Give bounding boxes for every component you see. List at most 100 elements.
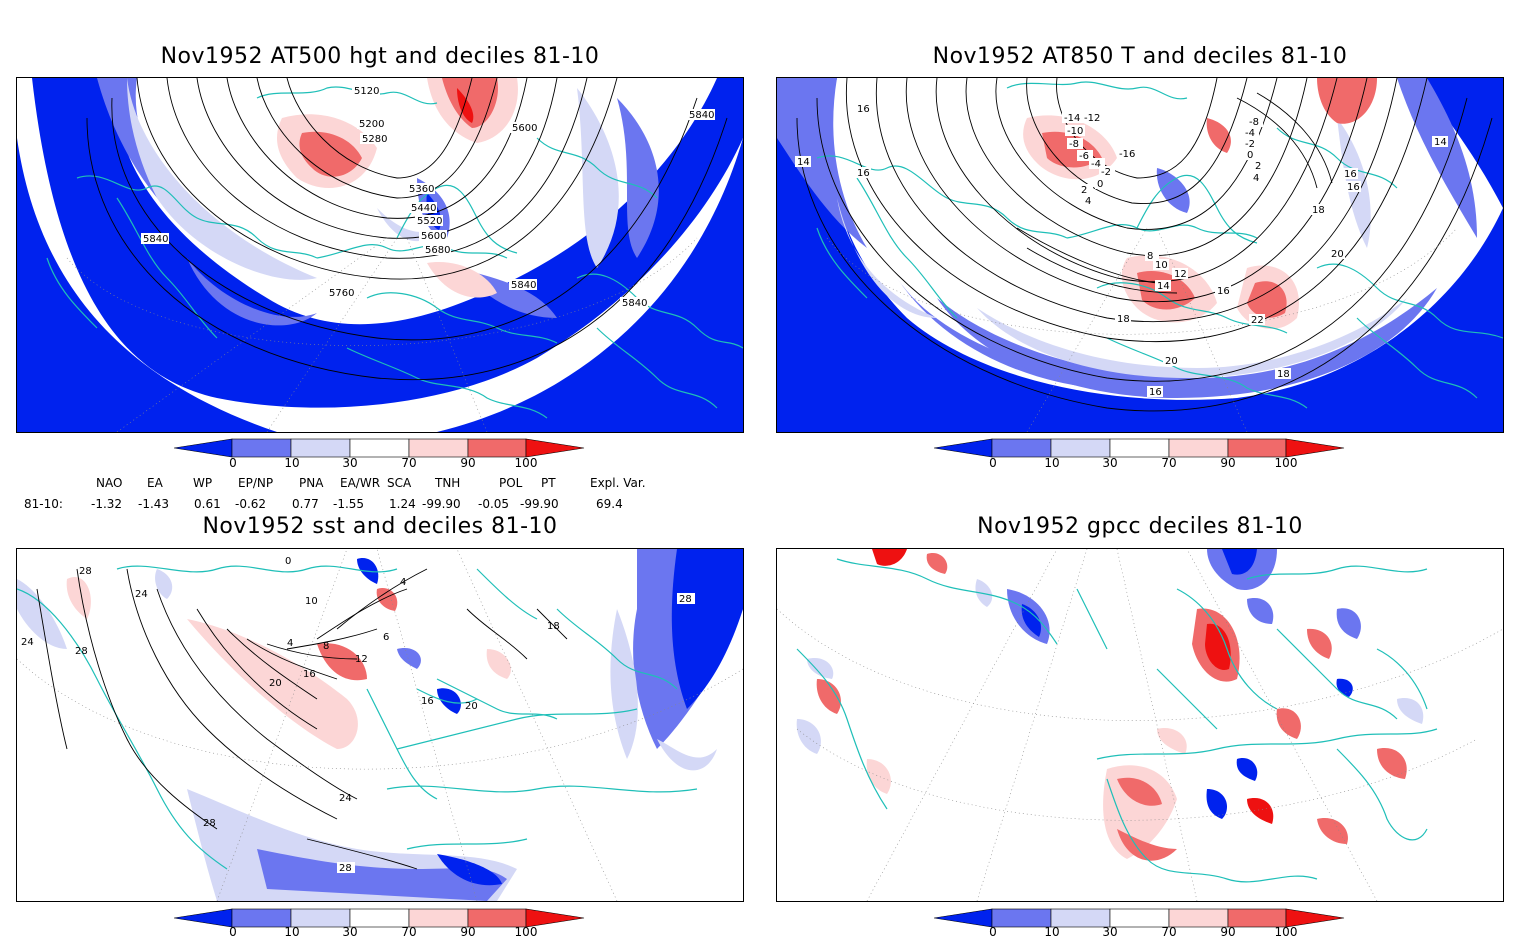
decile-region-low (32, 78, 743, 408)
contour-label: 4 (1253, 173, 1259, 184)
contour-label: -8 (1069, 139, 1079, 150)
colorbar-decile (934, 438, 1345, 458)
contour-label: 6 (383, 632, 389, 643)
contour-label: 18 (1277, 369, 1290, 380)
contour-label: 5680 (425, 245, 450, 256)
index-header: WP (193, 476, 213, 490)
colorbar-label: 90 (1220, 925, 1236, 939)
colorbar-label: 70 (401, 456, 417, 470)
contour-label: 8 (1147, 251, 1153, 262)
contour-label: -4 (1091, 159, 1101, 170)
contour-label: -8 (1249, 117, 1259, 128)
contour-label: 24 (339, 793, 352, 804)
contour-label: 5440 (411, 203, 436, 214)
contour-label: 16 (1217, 286, 1230, 297)
contour-label: 20 (269, 678, 282, 689)
contour-label: 5520 (417, 216, 442, 227)
contour-label: -6 (1079, 151, 1089, 162)
contour-label: 5840 (689, 110, 714, 121)
colorbar-label: 100 (514, 925, 538, 939)
index-value: -99.90 (520, 497, 559, 511)
index-value: -1.43 (138, 497, 170, 511)
contour-label: 12 (355, 654, 368, 665)
colorbar-label: 100 (1274, 456, 1298, 470)
contour-label: 5120 (354, 86, 379, 97)
contour-label: 0 (285, 556, 291, 567)
contour-label: -2 (1101, 167, 1111, 178)
contour-label: 18 (1312, 205, 1325, 216)
colorbar-label: 30 (1102, 925, 1118, 939)
contour-label: 20 (1165, 356, 1178, 367)
colorbar-label: 100 (514, 456, 538, 470)
contour-label: 18 (547, 621, 560, 632)
colorbar-label: 100 (1274, 925, 1298, 939)
contour-label: 20 (1331, 249, 1344, 260)
colorbar-decile (934, 908, 1345, 928)
contour-label: 16 (857, 104, 870, 115)
contour-label: 24 (135, 589, 148, 600)
colorbar-label: 10 (1044, 456, 1060, 470)
index-header: EA (147, 476, 163, 490)
colorbar-label: 10 (1044, 925, 1060, 939)
index-header: EP/NP (238, 476, 274, 490)
contour-label: -10 (1067, 126, 1083, 137)
contour-label: 4 (1085, 196, 1091, 207)
contour-label: 8 (323, 641, 329, 652)
contour-label: 20 (465, 701, 478, 712)
colorbar-decile (174, 438, 585, 458)
index-value: -99.90 (422, 497, 461, 511)
index-value: -1.32 (91, 497, 123, 511)
contour-label: 0 (1247, 150, 1253, 161)
index-value: 69.4 (596, 497, 623, 511)
index-row-label: 81-10: (24, 497, 63, 511)
contour-label: 5600 (421, 231, 446, 242)
contour-label: 5840 (622, 298, 647, 309)
contour-label: -2 (1245, 139, 1255, 150)
colorbar-label: 90 (460, 456, 476, 470)
map-at850-temperature: 16 14 16 -14 -12 -10 -8 -6 -4 -2 0 2 4 8… (776, 77, 1504, 433)
contour-label: 12 (1174, 269, 1187, 280)
contour-label: 28 (79, 566, 92, 577)
index-header: POL (499, 476, 523, 490)
index-value: 0.61 (194, 497, 221, 511)
map-sst: 28 24 24 28 0 10 4 4 6 8 12 16 20 16 20 … (16, 548, 744, 902)
contour-label: 18 (1117, 314, 1130, 325)
colorbar-label: 30 (342, 925, 358, 939)
contour-label: 4 (400, 577, 406, 588)
colorbar-label: 10 (284, 456, 300, 470)
contour-label: 5760 (329, 288, 354, 299)
colorbar-label: 0 (989, 925, 997, 939)
contour-label: 5840 (511, 280, 536, 291)
contour-label: 5840 (143, 234, 168, 245)
index-header: PT (541, 476, 556, 490)
contour-label: 28 (75, 646, 88, 657)
index-header: NAO (96, 476, 123, 490)
contour-label: 16 (303, 669, 316, 680)
index-header: TNH (435, 476, 461, 490)
contour-label: 16 (1344, 169, 1357, 180)
index-header: Expl. Var. (590, 476, 646, 490)
map-gpcc-precipitation (776, 548, 1504, 902)
index-header: PNA (299, 476, 324, 490)
colorbar-label: 70 (1161, 456, 1177, 470)
contour-label: 16 (1149, 387, 1162, 398)
contour-label: 5360 (409, 184, 434, 195)
contour-label: 14 (1434, 137, 1447, 148)
contour-label: -4 (1245, 128, 1255, 139)
contour-label: 22 (1251, 315, 1264, 326)
panel-title-at850: Nov1952 AT850 T and deciles 81-10 (932, 44, 1348, 69)
colorbar-label: 90 (460, 925, 476, 939)
colorbar-label: 10 (284, 925, 300, 939)
contour-label: 5600 (512, 123, 537, 134)
index-value: -0.05 (478, 497, 510, 511)
index-header: EA/WR (340, 476, 381, 490)
contour-label: 5200 (359, 119, 384, 130)
contour-label: 14 (797, 157, 810, 168)
contour-label: 4 (287, 638, 293, 649)
panel-title-gpcc: Nov1952 gpcc deciles 81-10 (977, 514, 1303, 539)
contour-label: 10 (305, 596, 318, 607)
colorbar-label: 0 (229, 456, 237, 470)
contour-label: -12 (1084, 113, 1100, 124)
contour-label: 14 (1157, 281, 1170, 292)
index-value: 0.77 (292, 497, 319, 511)
